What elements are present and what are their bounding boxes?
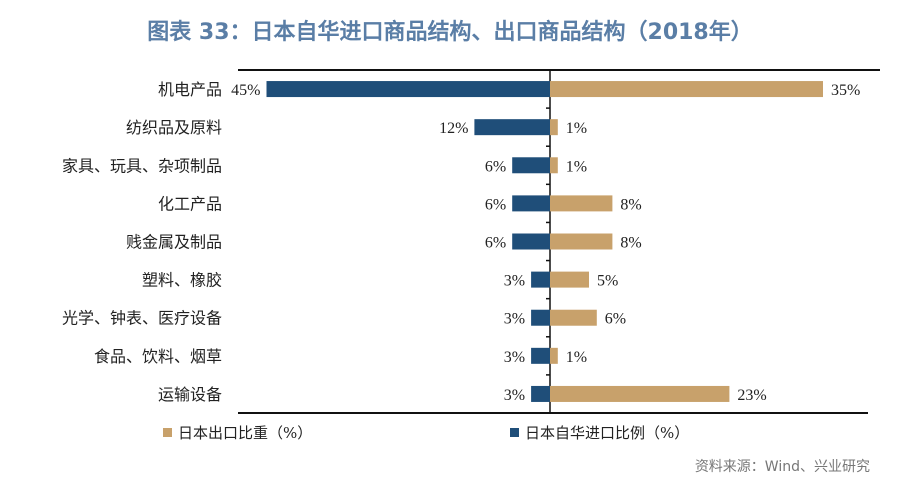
bar-export <box>550 157 558 174</box>
source-note: 资料来源：Wind、兴业研究 <box>694 459 870 475</box>
bar-export <box>550 119 558 136</box>
value-label-import: 3% <box>504 387 525 404</box>
value-label-export: 1% <box>566 349 587 366</box>
bar-export <box>550 385 730 402</box>
legend-label-export: 日本出口比重（%） <box>178 424 313 442</box>
category-label: 塑料、橡胶 <box>142 271 222 290</box>
bar-export <box>550 195 613 212</box>
chart-title: 图表 33：日本自华进口商品结构、出口商品结构（2018年） <box>147 20 753 45</box>
bar-import <box>531 271 550 288</box>
legend-item-export: 日本出口比重（%） <box>163 422 312 443</box>
legend-swatch-export <box>163 428 172 437</box>
bar-export <box>550 233 613 250</box>
category-label: 化工产品 <box>158 194 222 213</box>
value-label-export: 1% <box>566 120 587 137</box>
value-label-import: 12% <box>439 120 468 137</box>
category-label: 贱金属及制品 <box>126 233 222 252</box>
bar-import <box>512 157 550 174</box>
category-label: 机电产品 <box>158 80 222 99</box>
legend-swatch-import <box>510 428 519 437</box>
legend-label-import: 日本自华进口比例（%） <box>525 424 690 442</box>
bar-import <box>474 119 550 136</box>
category-label: 纺织品及原料 <box>126 118 222 137</box>
category-label: 光学、钟表、医疗设备 <box>62 309 222 328</box>
value-label-export: 5% <box>597 273 618 290</box>
bar-import <box>512 233 550 250</box>
bar-import <box>531 347 550 364</box>
bar-import <box>531 385 550 402</box>
value-label-import: 6% <box>485 158 506 175</box>
bar-import <box>512 195 550 212</box>
value-label-export: 23% <box>737 387 766 404</box>
value-label-export: 35% <box>831 82 860 99</box>
category-label: 食品、饮料、烟草 <box>94 347 222 366</box>
value-label-import: 3% <box>504 349 525 366</box>
value-label-export: 1% <box>566 158 587 175</box>
value-label-import: 45% <box>231 82 260 99</box>
bar-export <box>550 81 823 98</box>
value-label-export: 8% <box>620 235 641 252</box>
bar-export <box>550 309 597 326</box>
category-label: 家具、玩具、杂项制品 <box>62 156 222 175</box>
bar-import <box>266 81 550 98</box>
value-label-import: 6% <box>485 196 506 213</box>
value-label-export: 8% <box>620 196 641 213</box>
value-label-import: 3% <box>504 311 525 328</box>
bar-import <box>531 309 550 326</box>
value-label-export: 6% <box>605 311 626 328</box>
bar-export <box>550 271 589 288</box>
value-label-import: 3% <box>504 273 525 290</box>
value-label-import: 6% <box>485 235 506 252</box>
legend-item-import: 日本自华进口比例（%） <box>510 422 689 443</box>
category-label: 运输设备 <box>158 385 222 404</box>
bar-export <box>550 347 558 364</box>
